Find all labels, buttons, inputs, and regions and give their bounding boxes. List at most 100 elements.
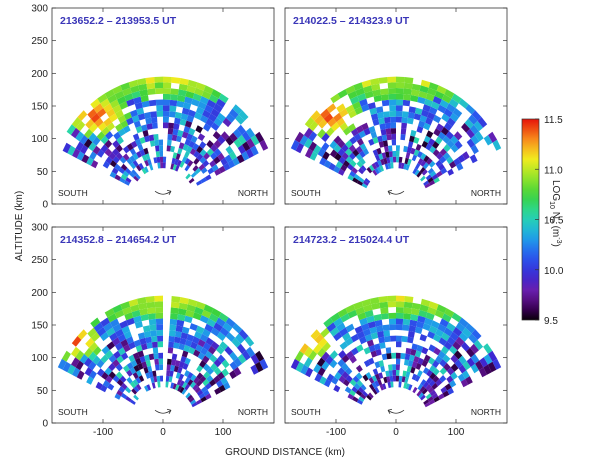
density-cell <box>119 101 129 110</box>
density-cell <box>180 355 187 363</box>
density-cell <box>93 103 104 114</box>
density-cell <box>206 99 216 109</box>
density-cell <box>169 99 178 107</box>
density-cell <box>152 347 159 354</box>
density-cell <box>441 345 450 355</box>
density-cell <box>403 145 408 153</box>
density-cell <box>129 148 137 156</box>
density-cell <box>426 157 433 165</box>
density-cell <box>379 384 384 391</box>
density-cell <box>372 136 379 144</box>
panel-2: 214022.5 – 214323.9 UT SOUTH NORTH <box>284 7 508 205</box>
density-cell <box>294 350 304 362</box>
density-cell <box>424 98 433 107</box>
density-cell <box>201 309 212 319</box>
density-cell <box>126 376 133 384</box>
y-tick-label: 0 <box>42 419 48 430</box>
density-cell <box>341 143 349 153</box>
density-cell <box>384 122 391 129</box>
density-cell <box>199 333 209 343</box>
density-cell <box>150 376 155 384</box>
density-cell <box>144 111 152 119</box>
density-cell <box>196 364 204 373</box>
density-cell <box>105 131 114 140</box>
density-cell <box>347 174 354 181</box>
density-cell <box>368 344 376 353</box>
density-cell <box>413 149 420 157</box>
density-cell <box>187 372 194 380</box>
density-cell <box>432 149 440 157</box>
density-cell <box>141 343 148 351</box>
density-cell <box>388 93 396 100</box>
density-cell <box>198 163 206 171</box>
density-cell <box>347 90 358 100</box>
density-cell <box>218 93 229 104</box>
density-cell <box>168 335 175 343</box>
density-cell <box>348 152 356 160</box>
density-cell <box>438 163 445 171</box>
density-cell <box>360 165 367 172</box>
density-cell <box>388 364 393 371</box>
density-cell <box>372 169 378 176</box>
density-cell <box>408 325 417 333</box>
density-cell <box>171 134 178 142</box>
density-cell <box>169 370 174 377</box>
density-cell <box>220 376 228 385</box>
density-cell <box>118 386 125 393</box>
density-cell <box>396 369 400 376</box>
density-cell <box>174 330 182 338</box>
density-cell <box>403 313 411 320</box>
density-cell <box>170 382 175 389</box>
density-cell <box>175 165 180 172</box>
density-cell <box>104 308 115 318</box>
density-cell <box>492 358 502 370</box>
density-cell <box>137 143 144 151</box>
density-cell <box>380 307 389 314</box>
density-cell <box>333 112 343 123</box>
density-cell <box>418 392 424 399</box>
density-cell <box>451 312 462 323</box>
density-cell <box>305 367 314 378</box>
density-cell <box>425 393 432 400</box>
density-cell <box>184 96 193 105</box>
density-cell <box>349 159 357 168</box>
density-cell <box>137 350 145 358</box>
density-cell <box>213 117 223 127</box>
density-cell <box>119 375 127 383</box>
density-cell <box>290 139 300 151</box>
density-cell <box>128 354 136 363</box>
density-cell <box>118 167 125 174</box>
density-cell <box>259 139 269 151</box>
y-tick-label: 250 <box>31 255 48 266</box>
density-cell <box>415 162 421 170</box>
density-cell <box>246 346 256 358</box>
density-cell <box>170 364 175 372</box>
density-cell <box>378 77 388 84</box>
density-cell <box>345 140 353 149</box>
density-cell <box>101 371 109 380</box>
density-cell <box>196 389 204 397</box>
density-cell <box>89 341 98 352</box>
density-cell <box>387 295 396 302</box>
density-cell <box>196 180 203 186</box>
density-cell <box>211 122 220 131</box>
density-cell <box>153 376 158 383</box>
density-cell <box>396 324 403 331</box>
density-cell <box>400 162 405 169</box>
density-cell <box>348 109 357 119</box>
density-cell <box>360 393 367 400</box>
density-cell <box>176 159 182 167</box>
density-cell <box>155 88 163 95</box>
density-cell <box>140 314 149 322</box>
density-cell <box>203 152 211 160</box>
density-cell <box>220 131 230 141</box>
x-tick-label: 0 <box>160 427 166 438</box>
density-cell <box>439 318 449 328</box>
density-cell <box>444 308 455 318</box>
density-cell <box>417 315 426 324</box>
density-cell <box>458 317 469 328</box>
density-cell <box>402 324 410 331</box>
density-cell <box>361 104 370 112</box>
density-cell <box>452 341 462 351</box>
density-cell <box>396 110 403 117</box>
